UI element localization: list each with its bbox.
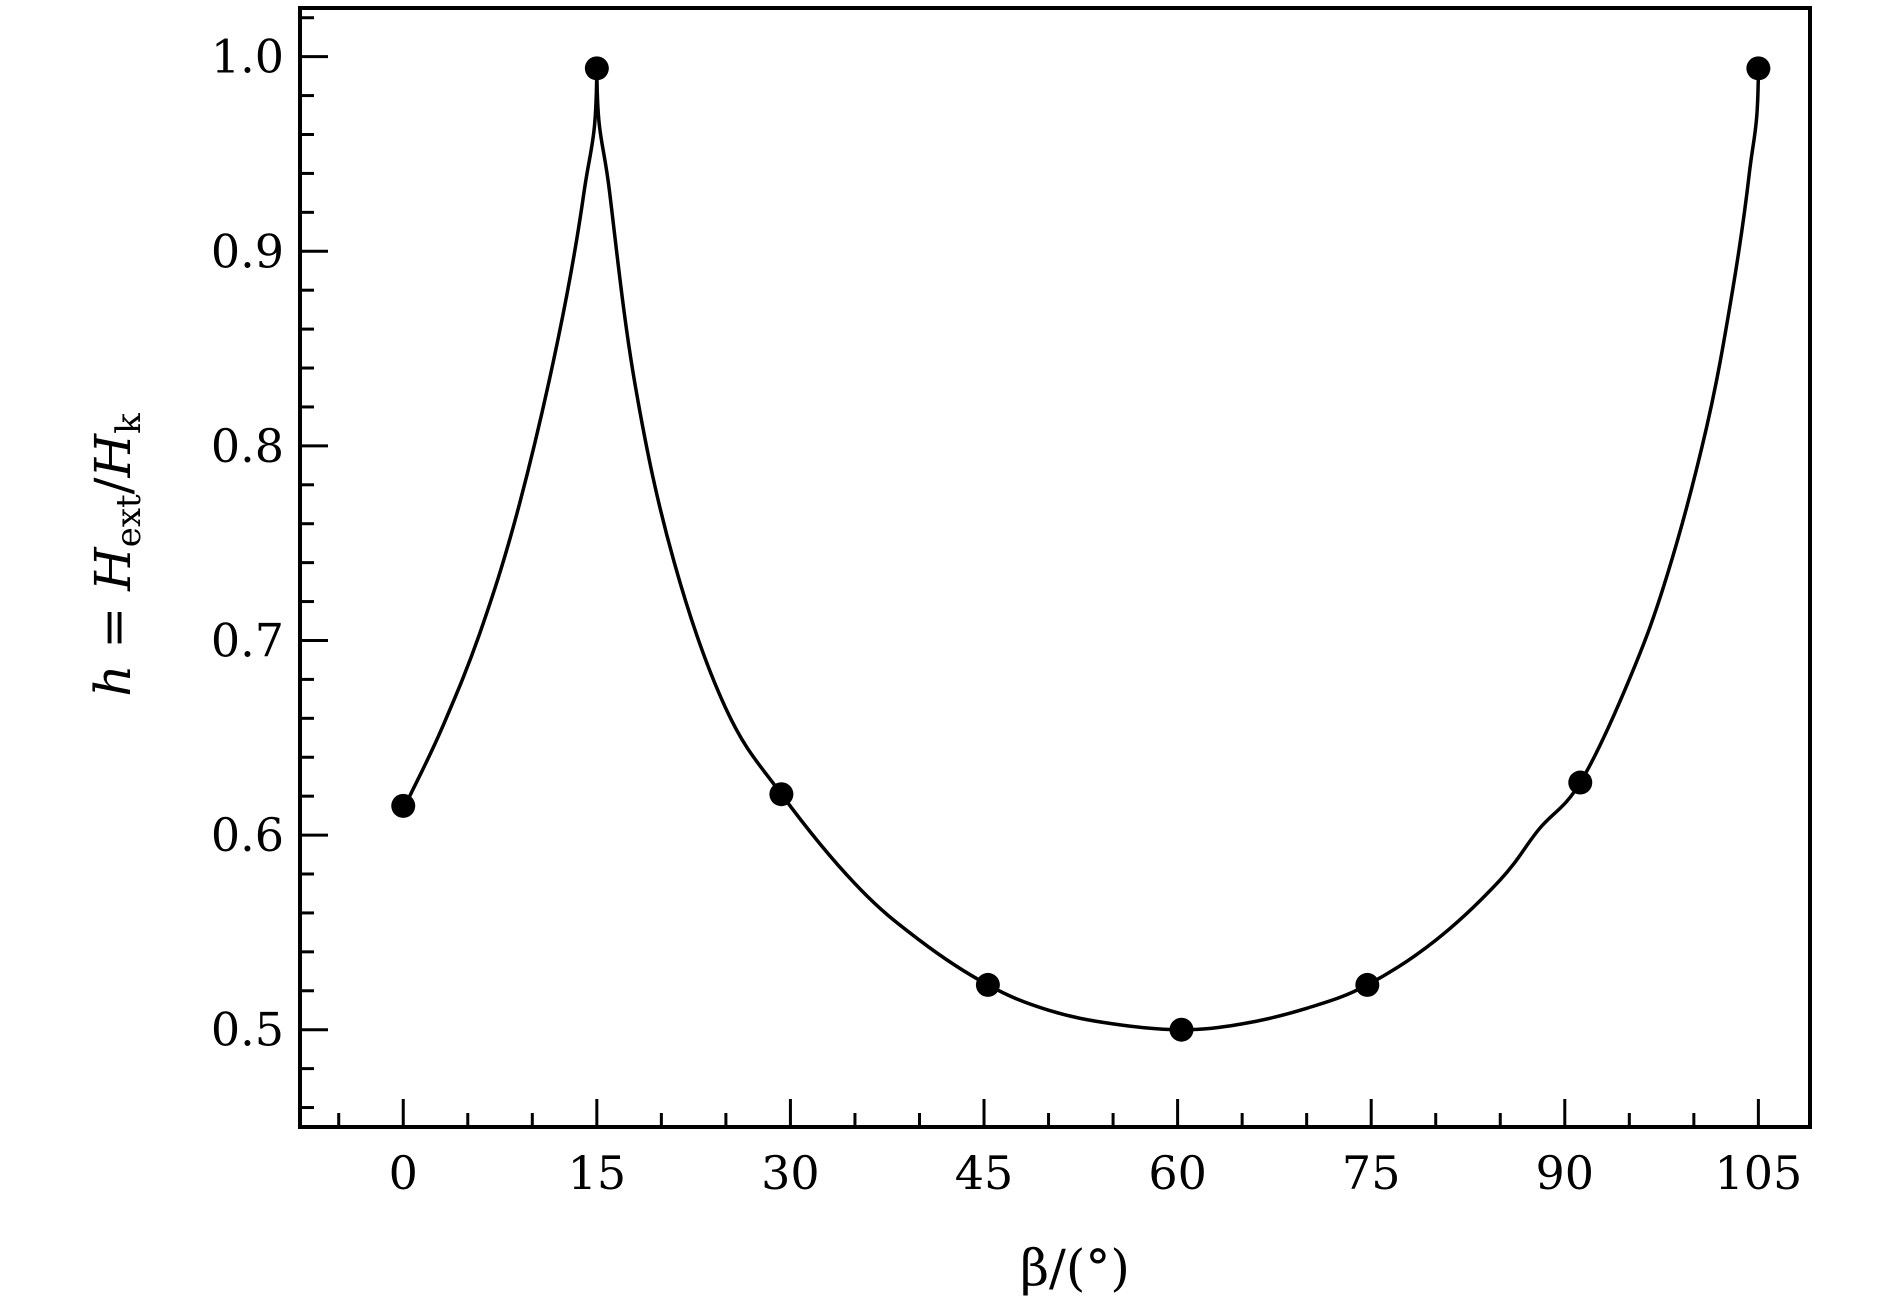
- x-tick-label: 105: [1714, 1146, 1802, 1200]
- y-axis-label-lhs: h: [84, 665, 142, 697]
- y-axis-label-h2: H: [84, 432, 142, 478]
- x-axis-tick-labels: 0 15 30 45 60 75 90 105: [389, 1146, 1803, 1200]
- y-tick-label: 0.6: [211, 808, 284, 862]
- y-axis-label-eq: =: [84, 591, 142, 665]
- x-tick-label: 15: [568, 1146, 627, 1200]
- y-axis-label-h1: H: [84, 546, 142, 592]
- data-point-marker: [769, 782, 794, 807]
- y-axis-label-sub1: ext: [109, 494, 149, 547]
- data-point-marker: [1169, 1017, 1194, 1042]
- y-axis-label: h = Hext/Hk: [84, 413, 149, 697]
- plot-area-frame: [298, 6, 1812, 1129]
- x-axis-ticks: [337, 1099, 1760, 1127]
- x-tick-label: 90: [1536, 1146, 1595, 1200]
- y-axis-label-slash: /: [84, 477, 142, 494]
- y-tick-label: 0.5: [211, 1003, 284, 1057]
- y-tick-label: 0.7: [211, 613, 284, 667]
- data-point-marker: [1746, 56, 1771, 81]
- y-axis-tick-labels: 0.5 0.6 0.7 0.8 0.9 1.0: [211, 30, 284, 1057]
- y-tick-label: 0.8: [211, 419, 284, 473]
- data-point-marker: [975, 972, 1000, 997]
- x-axis-label: β/(°): [1020, 1239, 1130, 1297]
- x-tick-label: 60: [1148, 1146, 1207, 1200]
- data-curve: [408, 68, 1761, 1032]
- y-tick-label: 1.0: [211, 30, 284, 84]
- y-axis-ticks: [300, 16, 328, 1110]
- data-point-marker: [391, 793, 416, 818]
- data-point-marker: [1568, 770, 1593, 795]
- x-tick-label: 45: [955, 1146, 1014, 1200]
- x-tick-label: 0: [389, 1146, 418, 1200]
- y-tick-label: 0.9: [211, 224, 284, 278]
- data-point-marker: [584, 56, 609, 81]
- data-point-marker: [1355, 972, 1380, 997]
- y-axis-label-sub2: k: [109, 413, 149, 434]
- x-tick-label: 30: [761, 1146, 820, 1200]
- data-markers: [391, 56, 1771, 1042]
- x-tick-label: 75: [1342, 1146, 1401, 1200]
